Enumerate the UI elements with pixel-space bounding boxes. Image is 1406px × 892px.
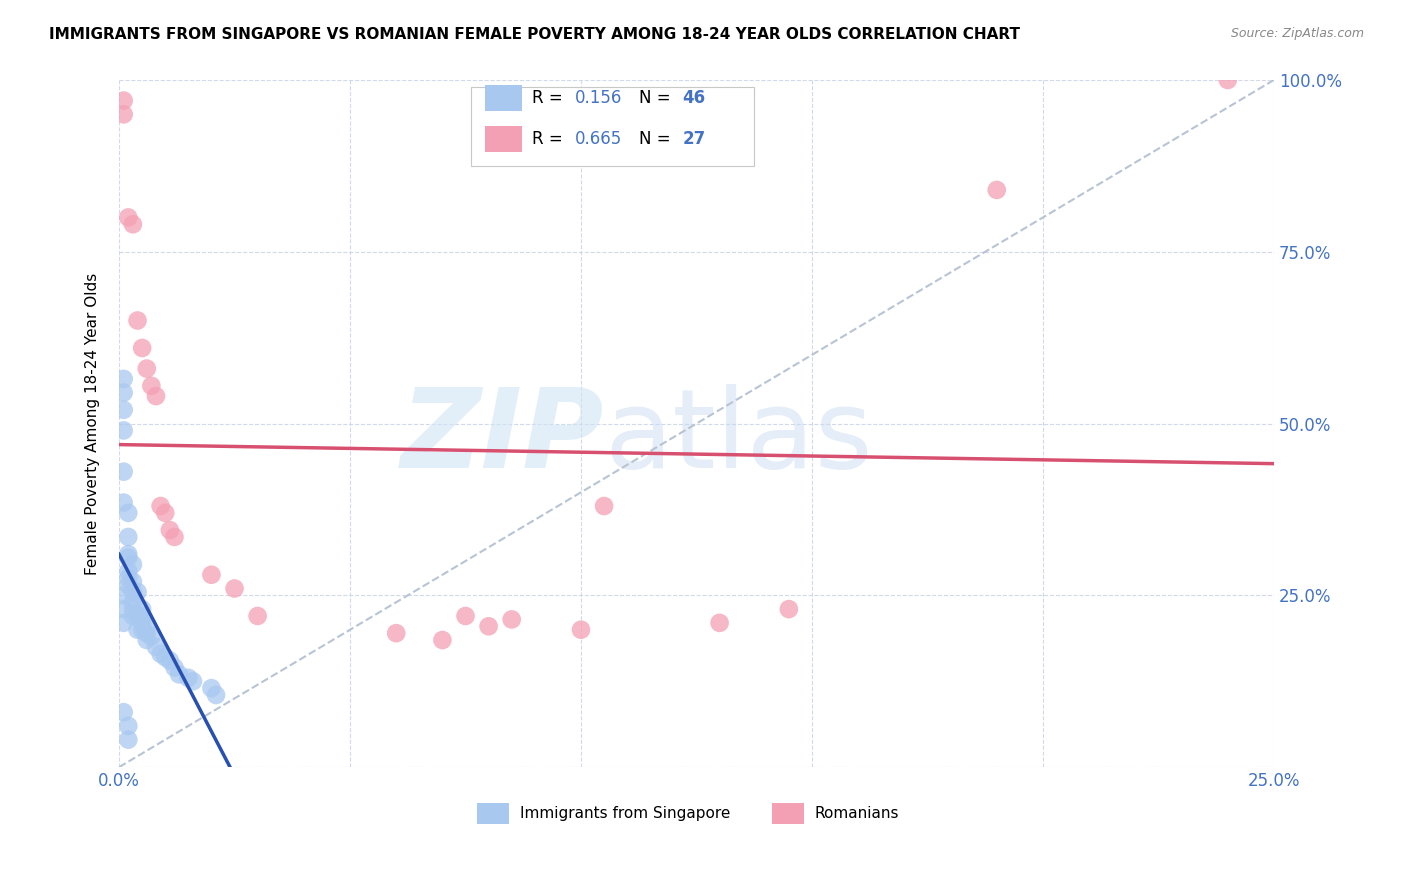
Point (145, 389, 167, 403)
Text: IMMIGRANTS FROM SINGAPORE VS ROMANIAN FEMALE POVERTY AMONG 18-24 YEAR OLDS CORRE: IMMIGRANTS FROM SINGAPORE VS ROMANIAN FE… (49, 27, 1021, 42)
Point (112, 615, 135, 630)
Point (117, 732, 139, 747)
Point (986, 183, 1008, 197)
Text: N =: N = (638, 129, 676, 147)
Point (163, 530, 186, 544)
Point (112, 465, 135, 479)
Point (117, 550, 139, 565)
Point (112, 588, 135, 602)
Point (131, 615, 153, 630)
Point (112, 372, 135, 386)
Point (181, 674, 204, 689)
Point (127, 585, 149, 599)
Point (205, 688, 228, 702)
Point (127, 623, 149, 637)
Point (149, 499, 172, 513)
Point (122, 609, 145, 624)
Point (135, 361, 157, 376)
Point (122, 602, 145, 616)
Point (177, 671, 200, 685)
Point (112, 424, 135, 438)
Point (117, 506, 139, 520)
Point (149, 647, 172, 661)
Point (131, 602, 153, 616)
Point (112, 402, 135, 417)
Point (1216, 73, 1239, 87)
Text: 0.665: 0.665 (575, 129, 623, 147)
Point (246, 609, 269, 624)
Text: R =: R = (533, 89, 568, 107)
Text: atlas: atlas (605, 384, 873, 491)
Point (117, 719, 139, 733)
Point (200, 681, 222, 695)
Point (122, 595, 145, 609)
Point (155, 506, 177, 520)
Point (135, 626, 157, 640)
Point (454, 609, 477, 624)
Point (593, 499, 616, 513)
Text: Source: ZipAtlas.com: Source: ZipAtlas.com (1230, 27, 1364, 40)
Point (131, 341, 153, 355)
Point (155, 650, 177, 665)
Point (385, 626, 408, 640)
Point (569, 623, 592, 637)
Point (127, 609, 149, 624)
Point (112, 385, 135, 400)
Point (122, 558, 145, 572)
Text: N =: N = (638, 89, 676, 107)
Point (167, 667, 190, 681)
Point (163, 660, 186, 674)
Point (122, 574, 145, 589)
Point (117, 571, 139, 585)
Point (122, 585, 145, 599)
Point (501, 612, 523, 626)
Point (112, 107, 135, 121)
Text: Immigrants from Singapore: Immigrants from Singapore (520, 805, 730, 821)
Text: Romanians: Romanians (814, 805, 898, 821)
Point (159, 523, 181, 537)
Point (117, 530, 139, 544)
Point (778, 602, 800, 616)
Text: 27: 27 (683, 129, 706, 147)
Point (117, 578, 139, 592)
Point (112, 602, 135, 616)
Point (135, 619, 157, 633)
Point (200, 567, 222, 582)
FancyBboxPatch shape (471, 87, 754, 166)
Point (709, 615, 731, 630)
Point (224, 582, 246, 596)
Point (117, 547, 139, 561)
Point (141, 630, 163, 644)
Text: 46: 46 (683, 89, 706, 107)
Text: 0.156: 0.156 (575, 89, 623, 107)
FancyBboxPatch shape (772, 803, 804, 823)
FancyBboxPatch shape (485, 126, 522, 152)
Point (131, 609, 153, 624)
Text: ZIP: ZIP (401, 384, 605, 491)
Point (131, 623, 153, 637)
Point (432, 633, 454, 648)
Point (112, 495, 135, 509)
Point (122, 217, 145, 231)
Point (135, 633, 157, 648)
Point (141, 378, 163, 392)
Point (127, 313, 149, 327)
FancyBboxPatch shape (477, 803, 509, 823)
Point (117, 211, 139, 225)
Y-axis label: Female Poverty Among 18-24 Year Olds: Female Poverty Among 18-24 Year Olds (86, 272, 100, 574)
Point (159, 654, 181, 668)
Point (112, 94, 135, 108)
Point (478, 619, 501, 633)
FancyBboxPatch shape (485, 86, 522, 112)
Point (145, 640, 167, 654)
Text: R =: R = (533, 129, 568, 147)
Point (117, 564, 139, 578)
Point (112, 705, 135, 719)
